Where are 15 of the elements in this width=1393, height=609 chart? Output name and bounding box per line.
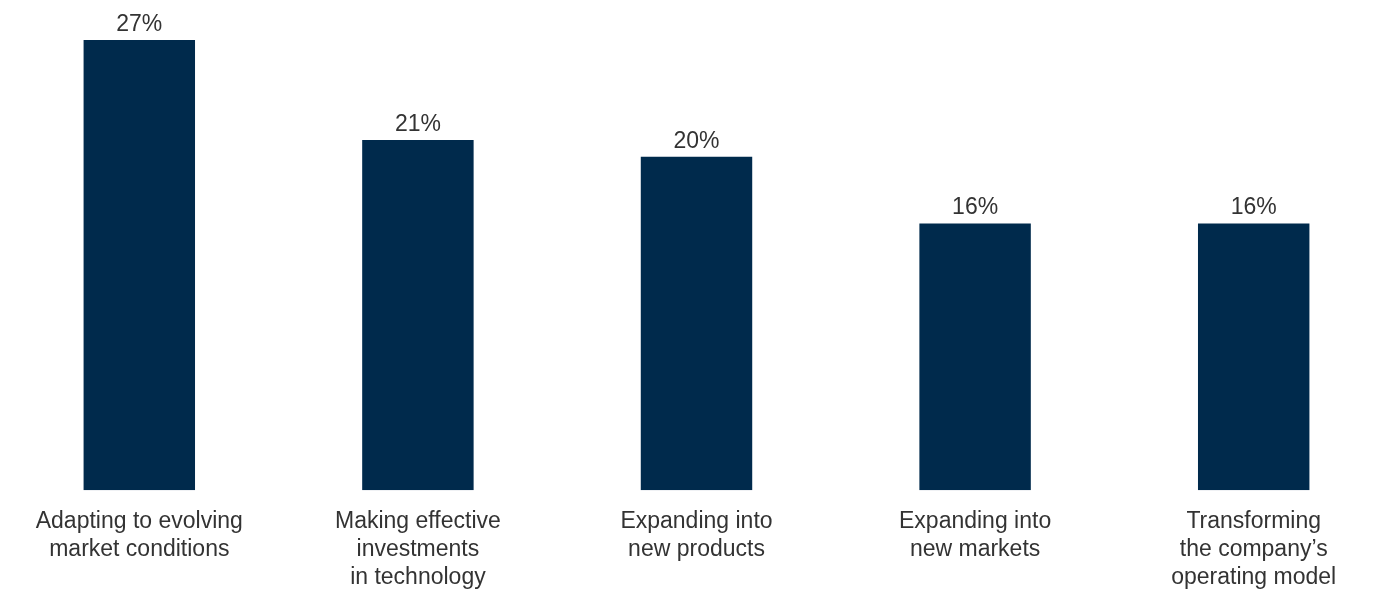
x-tick-label: Adapting to evolving market conditions: [35, 507, 243, 561]
data-label: 16%: [1230, 193, 1277, 220]
data-label: 20%: [673, 126, 720, 153]
bar: [640, 156, 753, 491]
x-tick-label: Making effective investments in technology: [335, 507, 501, 589]
data-label: 21%: [394, 109, 441, 136]
bar: [1197, 223, 1310, 491]
bar: [362, 140, 474, 491]
bar: [919, 223, 1031, 491]
bar: [83, 40, 196, 491]
x-tick-label: Expanding into new products: [620, 507, 773, 561]
data-label: 16%: [952, 193, 999, 220]
x-tick-label: Expanding into new markets: [899, 507, 1052, 561]
data-label: 27%: [116, 9, 163, 36]
x-tick-label: Transforming the company’s operating model: [1171, 507, 1337, 589]
